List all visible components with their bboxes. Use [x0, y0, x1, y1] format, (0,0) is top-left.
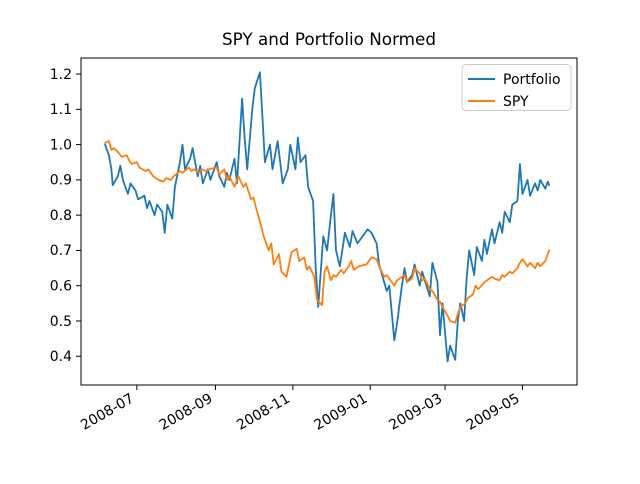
legend: Portfolio SPY [461, 64, 572, 111]
legend-frame [461, 64, 572, 111]
spy-line [104, 140, 550, 324]
y-tick-label: 1.1 [50, 102, 72, 118]
y-axis: 0.4 0.5 0.6 0.7 0.8 0.9 1.0 1.1 1.2 [50, 67, 81, 365]
y-tick-label: 0.4 [50, 349, 72, 365]
y-tick-label: 1.0 [50, 137, 72, 153]
portfolio-line [104, 71, 550, 363]
y-tick-label: 0.6 [50, 279, 72, 295]
legend-label-portfolio: Portfolio [503, 72, 561, 88]
series-lines [104, 71, 550, 363]
chart-title: SPY and Portfolio Normed [222, 29, 436, 49]
y-tick-label: 0.8 [50, 208, 72, 224]
legend-label-spy: SPY [503, 94, 529, 110]
plot-area-spines [80, 57, 578, 386]
y-tick-label: 1.2 [50, 67, 72, 83]
y-tick-label: 0.7 [50, 243, 72, 259]
y-tick-label: 0.9 [50, 173, 72, 189]
y-tick-label: 0.5 [50, 314, 72, 330]
